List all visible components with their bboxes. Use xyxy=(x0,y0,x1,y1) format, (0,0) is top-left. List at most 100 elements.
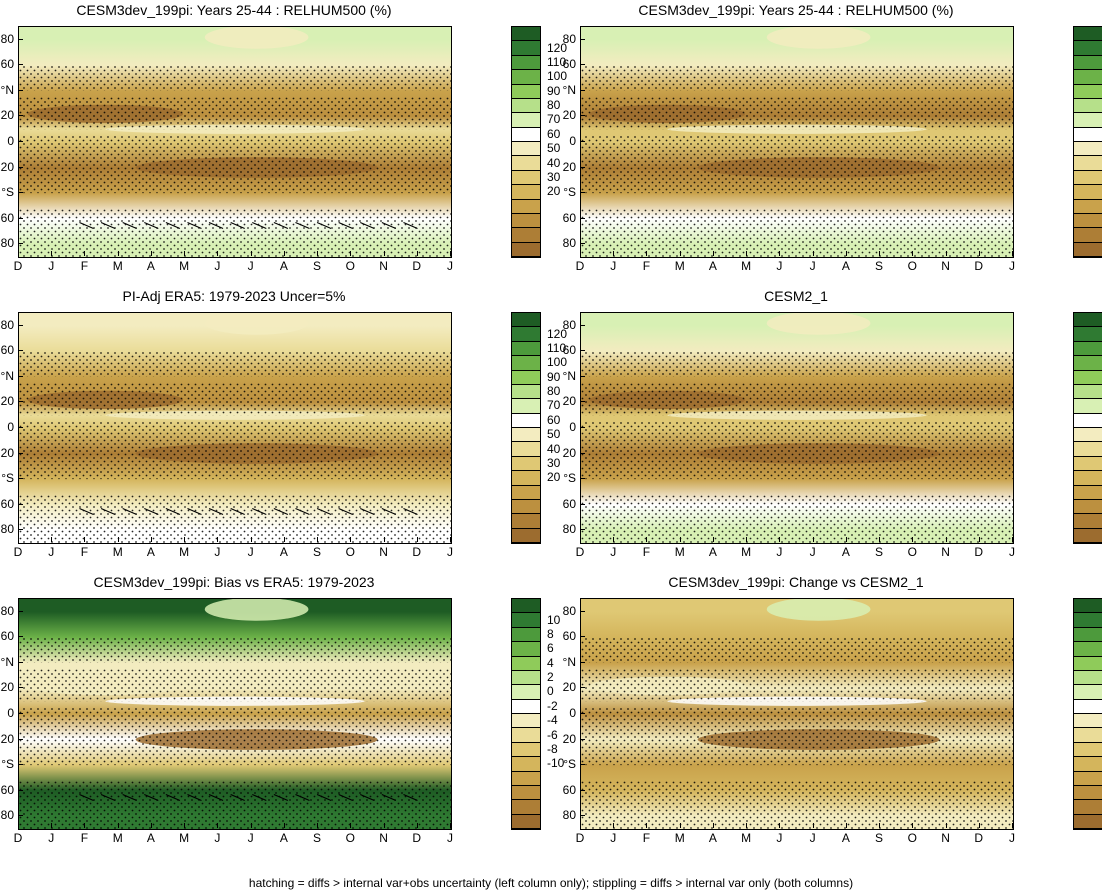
x-tick-label: D xyxy=(575,259,585,273)
y-tick-label: 80 xyxy=(0,808,14,823)
stipple-region xyxy=(19,421,451,480)
colorbar-box xyxy=(512,685,540,700)
x-tick xyxy=(84,251,86,256)
x-tick-label: S xyxy=(875,831,884,845)
y-tick-label: 20 xyxy=(562,731,576,746)
stipple-region xyxy=(19,97,451,130)
colorbar-box xyxy=(512,742,540,758)
colorbar-box xyxy=(512,399,540,414)
x-tick-label: F xyxy=(80,545,89,559)
x-tick-label: A xyxy=(708,545,717,559)
colorbar-box xyxy=(512,471,540,486)
panel-title: CESM3dev_199pi: Years 25-44 : RELHUM500 … xyxy=(638,2,954,18)
x-tick-label: D xyxy=(575,831,585,845)
x-tick xyxy=(580,537,581,542)
x-tick-label: J xyxy=(48,259,55,273)
x-tick xyxy=(283,823,285,828)
contour-blob xyxy=(766,599,871,621)
y-tick xyxy=(18,764,23,766)
y-tick xyxy=(580,764,585,766)
y-tick xyxy=(580,503,585,505)
y-tick xyxy=(18,738,23,740)
heatmap-canvas xyxy=(19,599,451,829)
colorbar-box xyxy=(1074,800,1102,815)
colorbar-box xyxy=(1074,356,1102,371)
x-tick-label: M xyxy=(179,831,190,845)
x-tick xyxy=(1012,537,1013,542)
colorbar-box xyxy=(512,156,540,171)
x-tick-label: J xyxy=(214,831,221,845)
y-tick xyxy=(18,478,23,480)
x-tick-label: O xyxy=(907,545,917,559)
y-tick-label: 80 xyxy=(0,522,14,537)
x-tick-label: J xyxy=(447,545,453,559)
hatch-mark xyxy=(165,793,181,802)
x-tick-label: S xyxy=(313,259,322,273)
y-tick xyxy=(580,375,585,377)
x-tick xyxy=(283,537,285,542)
y-tick xyxy=(580,661,585,663)
panel-title: CESM3dev_199pi: Change vs CESM2_1 xyxy=(668,574,924,590)
y-tick xyxy=(18,64,23,66)
colorbar-label: -4 xyxy=(547,713,558,728)
colorbar-box xyxy=(1074,699,1102,714)
colorbar-box xyxy=(1074,413,1102,428)
y-tick xyxy=(18,789,23,791)
x-tick-label: D xyxy=(13,545,23,559)
y-tick xyxy=(18,427,23,428)
y-tick xyxy=(18,661,23,663)
x-tick-label: F xyxy=(80,259,89,273)
panel-title: PI-Adj ERA5: 1979-2023 Uncer=5% xyxy=(122,288,346,304)
colorbar-label: -10 xyxy=(547,756,565,771)
colorbar-box xyxy=(512,613,540,628)
colorbar-label: 100 xyxy=(547,69,568,84)
colorbar xyxy=(511,312,541,544)
x-tick-label: S xyxy=(875,545,884,559)
y-tick-label: 60 xyxy=(0,629,14,644)
colorbar xyxy=(1073,26,1102,258)
x-tick-label: M xyxy=(179,259,190,273)
x-tick xyxy=(912,251,914,256)
y-tick-label: 0 xyxy=(7,420,14,434)
x-tick-label: M xyxy=(179,545,190,559)
x-tick-label: N xyxy=(941,259,950,273)
y-tick xyxy=(580,738,585,740)
colorbar-label: 30 xyxy=(547,455,561,470)
x-tick xyxy=(679,823,681,828)
hatch-mark xyxy=(208,221,224,230)
colorbar-box xyxy=(512,714,540,729)
x-tick-label: J xyxy=(809,831,816,845)
y-tick-label: 80 xyxy=(562,236,576,251)
y-tick xyxy=(18,243,23,245)
colorbar-label: 10 xyxy=(547,612,561,627)
x-tick-label: F xyxy=(80,831,89,845)
y-tick xyxy=(580,89,585,91)
y-tick xyxy=(18,610,23,612)
colorbar-box xyxy=(512,428,540,443)
x-tick-label: N xyxy=(379,259,388,273)
colorbar-box xyxy=(512,213,540,229)
y-tick xyxy=(580,815,585,817)
x-tick-label: O xyxy=(907,259,917,273)
colorbar-box xyxy=(1074,728,1102,743)
x-tick xyxy=(250,537,252,542)
colorbar-label: 80 xyxy=(547,384,561,399)
x-tick-label: A xyxy=(279,545,288,559)
x-tick xyxy=(450,251,451,256)
y-tick xyxy=(18,529,23,531)
y-tick-label: 60 xyxy=(0,782,14,797)
x-tick xyxy=(1012,823,1013,828)
x-tick xyxy=(879,537,881,542)
y-tick-label: 0 xyxy=(7,706,14,720)
colorbar-box xyxy=(1074,771,1102,786)
colorbar-label: -2 xyxy=(547,698,558,713)
x-tick-label: D xyxy=(412,831,422,845)
x-tick xyxy=(812,823,814,828)
colorbar-box xyxy=(1074,613,1102,628)
colorbar-box xyxy=(512,627,540,643)
x-tick-label: D xyxy=(974,545,984,559)
x-tick xyxy=(117,537,119,542)
hatch-mark xyxy=(360,507,375,516)
x-tick xyxy=(150,251,152,256)
y-tick xyxy=(580,38,585,40)
